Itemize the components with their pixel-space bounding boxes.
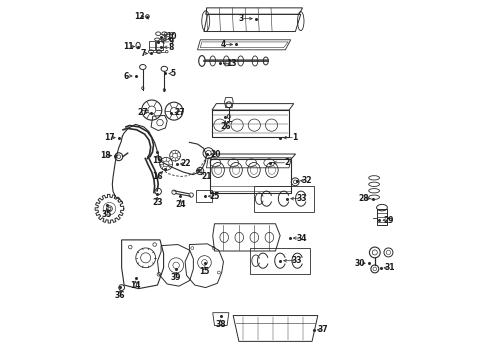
Text: 38: 38 [215,320,226,329]
Text: 8: 8 [169,43,174,52]
Text: 37: 37 [318,325,328,334]
Text: 16: 16 [152,172,162,181]
Text: 10: 10 [166,32,177,41]
Text: 1: 1 [293,133,298,142]
Bar [250,248,310,274]
Text: 34: 34 [296,234,307,243]
Text: 23: 23 [152,198,162,207]
Text: 19: 19 [152,156,162,165]
Text: 21: 21 [201,172,212,181]
Bar [377,208,388,225]
Text: 28: 28 [359,194,369,203]
Bar [148,41,155,50]
Text: 20: 20 [210,150,221,159]
Text: 15: 15 [199,267,210,276]
Text: 25: 25 [209,192,220,201]
Text: 12: 12 [134,12,145,21]
Text: 33: 33 [296,194,307,203]
Text: 32: 32 [301,176,312,185]
Bar [156,41,163,50]
Text: 36: 36 [115,291,125,300]
Text: 27: 27 [174,108,185,117]
Text: 39: 39 [171,273,181,282]
Text: 9: 9 [169,37,174,46]
Bar [254,186,314,212]
Text: 7: 7 [140,49,146,58]
Text: 14: 14 [130,281,141,290]
Text: 27: 27 [138,108,148,117]
Text: 18: 18 [100,151,111,160]
Text: 2: 2 [285,158,290,167]
Text: 33: 33 [292,256,302,265]
Text: 5: 5 [171,69,176,78]
Text: 35: 35 [102,210,112,219]
Text: 31: 31 [385,264,395,273]
Text: 11: 11 [123,42,134,51]
Text: 22: 22 [181,159,191,168]
Text: 4: 4 [221,40,226,49]
Bar [196,190,212,202]
Text: 24: 24 [175,200,186,209]
Text: 13: 13 [226,59,237,68]
Text: 30: 30 [354,259,365,268]
Text: 3: 3 [239,14,244,23]
Text: 29: 29 [383,216,393,225]
Text: 26: 26 [220,122,230,131]
Text: 17: 17 [104,133,115,142]
Text: 6: 6 [123,72,128,81]
